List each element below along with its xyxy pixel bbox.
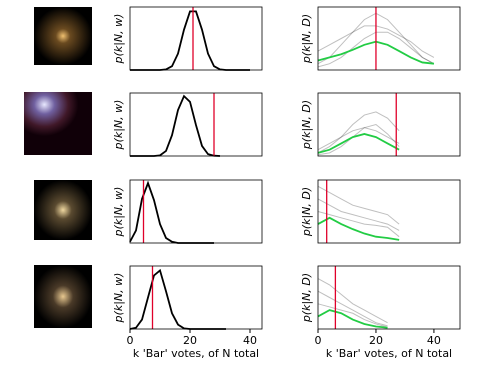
x-tick-label: 40 bbox=[243, 334, 257, 347]
x-tick-label: 20 bbox=[183, 334, 197, 347]
plot-frame bbox=[129, 92, 263, 157]
series-line bbox=[317, 216, 400, 241]
series-line bbox=[317, 303, 388, 328]
plot-frame bbox=[317, 179, 461, 244]
y-axis-label: p(k|N, D) bbox=[300, 273, 313, 323]
y-axis-label: p(k|N, D) bbox=[300, 100, 313, 150]
series-line bbox=[129, 268, 226, 330]
series-line bbox=[130, 10, 250, 71]
series-line bbox=[317, 123, 400, 156]
plot-frame bbox=[317, 6, 461, 71]
series-line bbox=[317, 133, 400, 154]
series-line bbox=[317, 198, 400, 231]
x-tick-label: 0 bbox=[315, 334, 322, 347]
y-axis-label: p(k|N, D) bbox=[300, 14, 313, 64]
galaxy-image bbox=[24, 92, 92, 155]
series-line bbox=[317, 290, 388, 327]
galaxy-image bbox=[34, 265, 92, 328]
x-axis-label: k 'Bar' votes, of N total bbox=[326, 347, 452, 360]
galaxy-image bbox=[34, 7, 92, 65]
series-line bbox=[317, 185, 400, 225]
y-axis-label: p(k|N, D) bbox=[300, 187, 313, 237]
y-axis-label: p(k|N, w) bbox=[112, 273, 125, 324]
plot-frame bbox=[317, 265, 461, 330]
plot-frame bbox=[129, 265, 263, 330]
plot-frame bbox=[129, 6, 263, 71]
series-line bbox=[317, 111, 400, 154]
x-axis-label: k 'Bar' votes, of N total bbox=[133, 347, 259, 360]
galaxy-image bbox=[34, 180, 92, 240]
y-axis-label: p(k|N, w) bbox=[112, 187, 125, 238]
plot-frame bbox=[129, 179, 263, 244]
series-line bbox=[317, 278, 388, 324]
plot-frame bbox=[317, 92, 461, 157]
y-axis-label: p(k|N, w) bbox=[112, 100, 125, 151]
x-tick-label: 40 bbox=[427, 334, 441, 347]
y-axis-label: p(k|N, w) bbox=[112, 14, 125, 65]
x-tick-label: 0 bbox=[127, 334, 134, 347]
series-line bbox=[317, 309, 388, 329]
x-tick-label: 20 bbox=[369, 334, 383, 347]
series-line bbox=[317, 211, 400, 238]
series-line bbox=[130, 94, 221, 157]
series-line bbox=[129, 180, 214, 244]
series-line bbox=[317, 127, 400, 151]
